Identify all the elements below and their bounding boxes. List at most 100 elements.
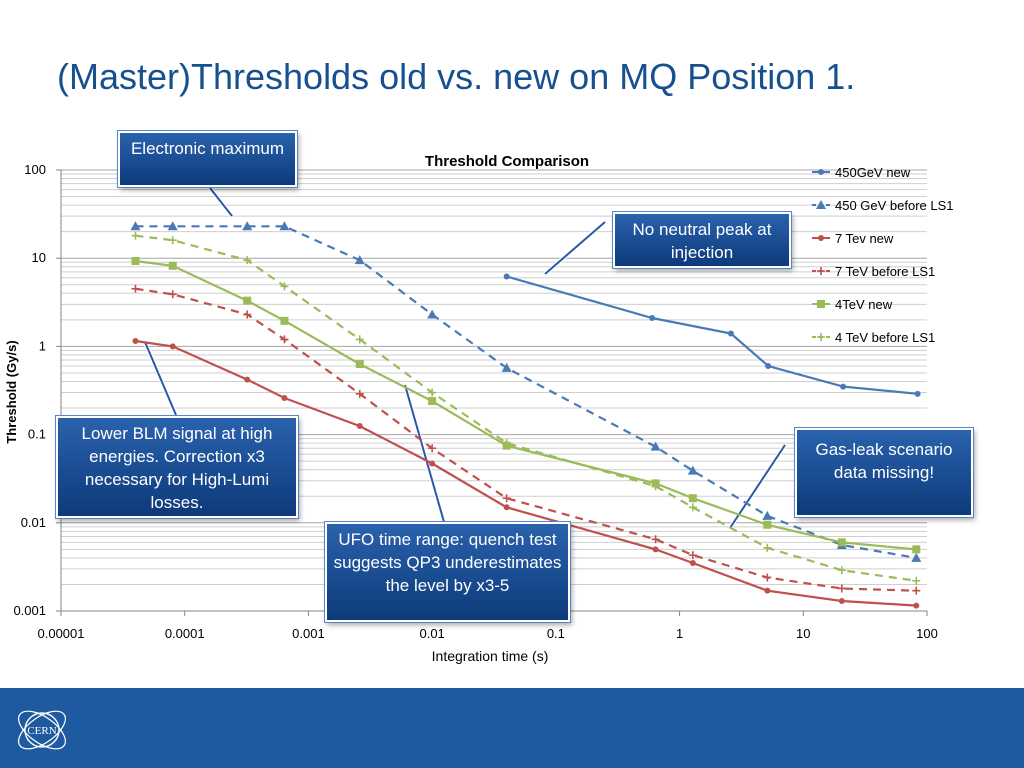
- data-point: [817, 300, 825, 308]
- data-point: [688, 503, 697, 512]
- data-point: [912, 545, 921, 554]
- slide-title: (Master)Thresholds old vs. new on MQ Pos…: [57, 56, 856, 97]
- x-tick-label: 0.01: [419, 626, 444, 641]
- callout-gas-leak-text: Gas-leak scenario data missing!: [815, 440, 953, 482]
- series-line: [506, 275, 918, 395]
- data-point: [652, 546, 659, 553]
- data-point: [912, 576, 921, 585]
- data-point: [503, 273, 510, 280]
- data-point: [840, 383, 847, 390]
- data-point: [168, 261, 177, 270]
- data-point: [169, 343, 176, 350]
- y-tick-label: 0.1: [28, 427, 46, 442]
- data-point: [762, 510, 773, 520]
- data-point: [763, 573, 772, 582]
- data-point: [838, 597, 845, 604]
- data-point: [130, 221, 141, 231]
- data-point: [837, 584, 846, 593]
- y-tick-label: 0.001: [13, 603, 46, 618]
- cern-logo: CERN: [18, 710, 66, 750]
- leader-line: [209, 187, 233, 217]
- legend-label: 4 TeV before LS1: [835, 330, 935, 345]
- data-point: [689, 560, 696, 567]
- y-tick-label: 0.01: [21, 515, 46, 530]
- data-point: [727, 330, 734, 337]
- data-point: [763, 543, 772, 552]
- data-point: [650, 441, 661, 451]
- data-point: [243, 296, 252, 305]
- data-point: [244, 376, 251, 383]
- data-point: [911, 552, 922, 562]
- legend-item: 4 TeV before LS1: [812, 330, 935, 345]
- data-point: [132, 338, 139, 345]
- data-point: [914, 390, 921, 397]
- data-point: [817, 267, 825, 275]
- data-point: [763, 520, 772, 529]
- data-point: [912, 586, 921, 595]
- data-point: [816, 200, 826, 209]
- data-point: [428, 397, 437, 406]
- callout-no-neutral-peak-text: No neutral peak at injection: [632, 220, 772, 262]
- y-tick-label: 100: [24, 162, 46, 177]
- legend-label: 450 GeV before LS1: [835, 198, 954, 213]
- y-tick-label: 10: [32, 250, 46, 265]
- callout-gas-leak: Gas-leak scenario data missing!: [795, 428, 973, 517]
- series-450gev-new: [503, 273, 921, 397]
- series-7-tev-new: [132, 338, 920, 609]
- data-point: [765, 362, 772, 369]
- data-point: [355, 389, 364, 398]
- x-tick-label: 0.00001: [38, 626, 85, 641]
- series-line: [135, 339, 917, 607]
- legend-item: 450 GeV before LS1: [812, 198, 954, 213]
- data-point: [354, 255, 365, 265]
- data-point: [428, 388, 437, 397]
- data-point: [356, 423, 363, 430]
- series-7-tev-before-ls1: [131, 284, 921, 595]
- chart-title: Threshold Comparison: [425, 153, 589, 170]
- data-point: [280, 335, 289, 344]
- data-point: [764, 587, 771, 594]
- data-point: [167, 221, 178, 231]
- legend-item: 450GeV new: [812, 165, 911, 180]
- chart-series: [130, 221, 922, 609]
- legend-item: 7 TeV before LS1: [812, 264, 935, 279]
- data-point: [243, 310, 252, 319]
- callout-lower-blm-signal-text: Lower BLM signal at high energies. Corre…: [81, 424, 273, 512]
- series-line: [135, 259, 917, 551]
- leader-line: [404, 384, 445, 523]
- series-4-tev-before-ls1: [131, 231, 921, 585]
- callout-electronic-maximum-text: Electronic maximum: [130, 139, 285, 158]
- data-point: [503, 504, 510, 511]
- cern-logo-text: CERN: [27, 725, 56, 737]
- x-tick-label: 0.0001: [165, 626, 205, 641]
- data-point: [649, 314, 656, 321]
- x-tick-label: 10: [796, 626, 810, 641]
- data-point: [818, 169, 824, 175]
- data-point: [168, 290, 177, 299]
- data-point: [355, 360, 364, 369]
- data-point: [651, 482, 660, 491]
- data-point: [131, 256, 140, 265]
- legend-item: 4TeV new: [812, 297, 893, 312]
- data-point: [131, 231, 140, 240]
- x-tick-label: 1: [676, 626, 683, 641]
- data-point: [688, 494, 697, 503]
- data-point: [428, 444, 437, 453]
- data-point: [651, 535, 660, 544]
- data-point: [501, 362, 512, 372]
- legend-label: 7 Tev new: [835, 231, 894, 246]
- data-point: [427, 309, 438, 319]
- data-point: [281, 394, 288, 401]
- series-line: [135, 225, 917, 559]
- chart-legend: 450GeV new 450 GeV before LS1 7 Tev new 7 T…: [812, 165, 954, 345]
- callout-electronic-maximum: Electronic maximum: [118, 131, 297, 187]
- data-point: [687, 465, 698, 475]
- callout-ufo-time-range-text: UFO time range: quench test suggests QP3…: [333, 530, 562, 595]
- data-point: [279, 221, 290, 231]
- series-line: [135, 287, 917, 592]
- data-point: [131, 284, 140, 293]
- data-point: [502, 494, 511, 503]
- data-point: [243, 256, 252, 265]
- callout-ufo-time-range: UFO time range: quench test suggests QP3…: [325, 522, 570, 622]
- data-point: [429, 460, 436, 467]
